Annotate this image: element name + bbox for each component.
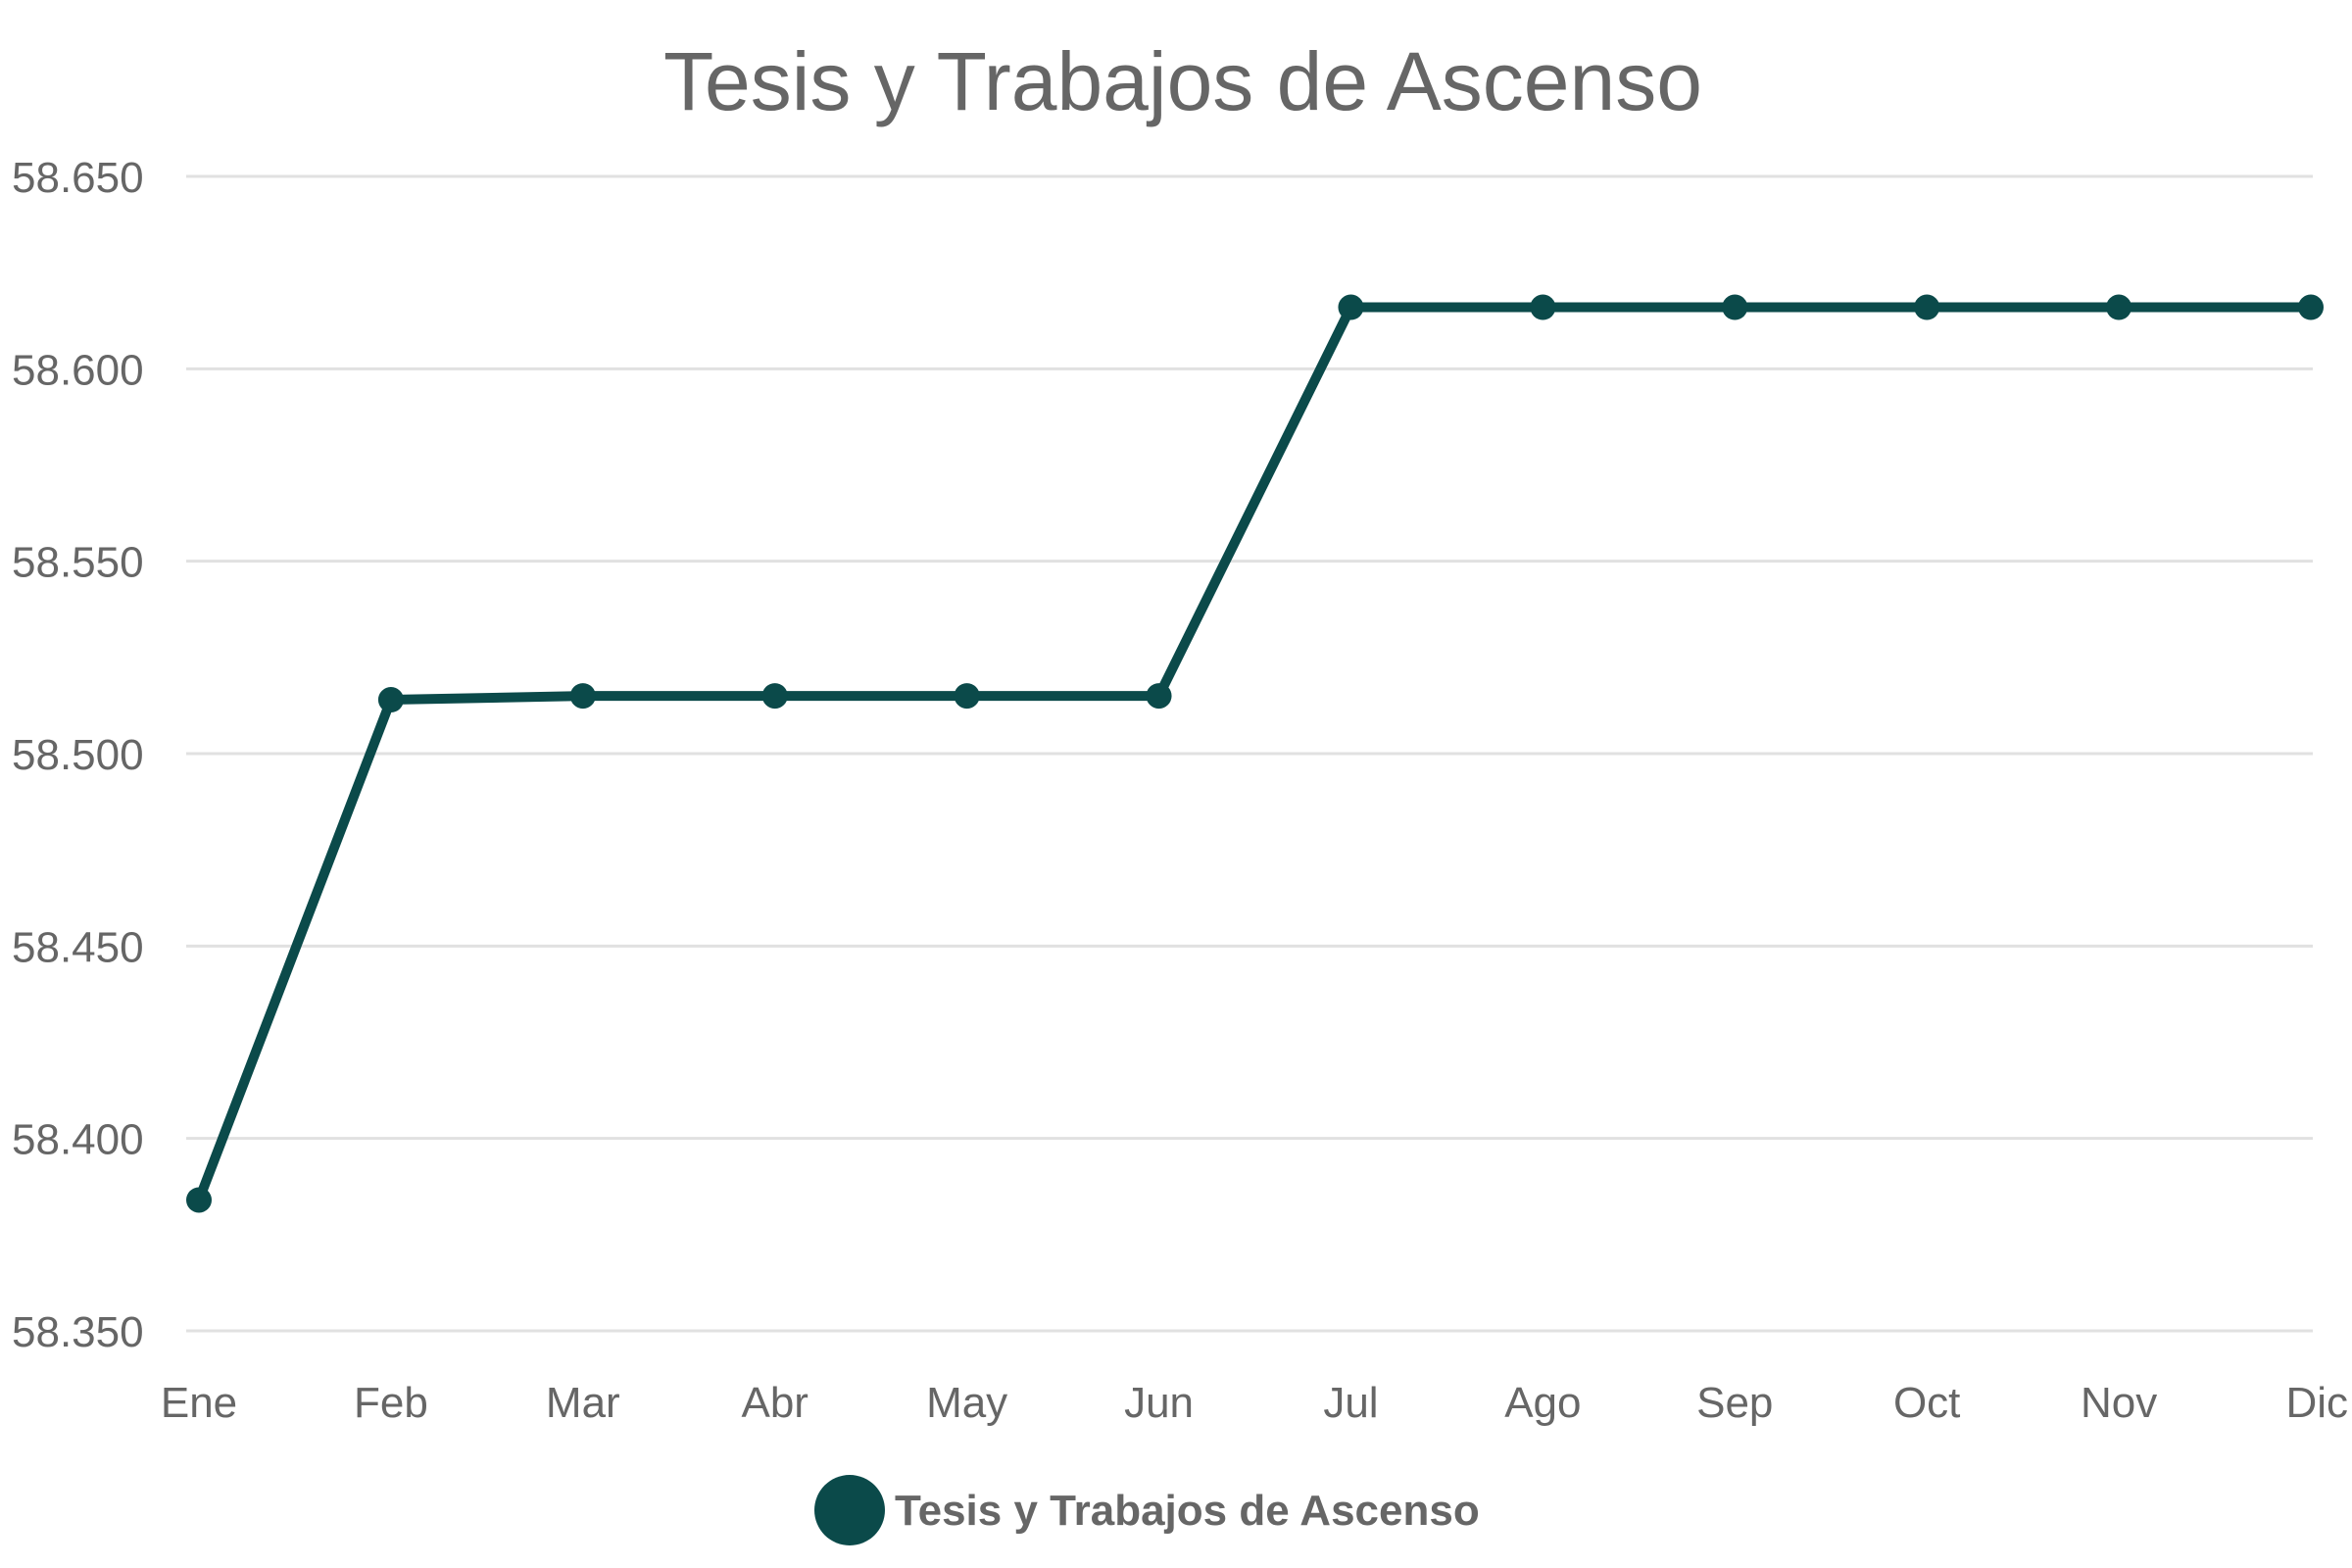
chart-title: Tesis y Trabajos de Ascenso	[663, 35, 1702, 127]
y-tick-label: 58.450	[12, 923, 144, 971]
legend[interactable]: Tesis y Trabajos de Ascenso	[814, 1475, 1480, 1545]
x-tick-label: Feb	[354, 1379, 428, 1427]
y-tick-label: 58.350	[12, 1308, 144, 1356]
data-point[interactable]	[1722, 294, 1748, 320]
series-layer	[186, 294, 2324, 1213]
data-point[interactable]	[2298, 294, 2324, 320]
data-point[interactable]	[569, 683, 596, 710]
legend-label[interactable]: Tesis y Trabajos de Ascenso	[895, 1487, 1480, 1535]
y-tick-label: 58.550	[12, 539, 144, 587]
data-point[interactable]	[186, 1187, 212, 1213]
x-tick-label: Abr	[741, 1379, 808, 1427]
data-point[interactable]	[2106, 294, 2132, 320]
y-tick-label: 58.650	[12, 154, 144, 202]
x-tick-label: Dic	[2285, 1379, 2348, 1427]
x-tick-label: Sep	[1696, 1379, 1773, 1427]
y-tick-label: 58.600	[12, 346, 144, 394]
x-tick-label: Mar	[546, 1379, 620, 1427]
y-gridlines	[186, 174, 2313, 1333]
x-tick-label: Jun	[1124, 1379, 1194, 1427]
legend-swatch[interactable]	[814, 1475, 885, 1545]
x-tick-label: May	[926, 1379, 1007, 1427]
y-tick-label: 58.500	[12, 731, 144, 779]
x-tick-label: Ene	[161, 1379, 237, 1427]
data-point[interactable]	[377, 687, 404, 713]
series-line	[194, 302, 2316, 1205]
data-point[interactable]	[1914, 294, 1940, 320]
x-tick-label: Jul	[1323, 1379, 1378, 1427]
data-point[interactable]	[1338, 294, 1364, 320]
data-point[interactable]	[761, 683, 788, 710]
y-axis-tick-labels: 58.350 58.400 58.450 58.500 58.550 58.600 58.6…	[12, 154, 144, 1356]
x-tick-label: Ago	[1504, 1379, 1581, 1427]
data-point[interactable]	[1530, 294, 1556, 320]
x-tick-label: Nov	[2081, 1379, 2157, 1427]
y-tick-label: 58.400	[12, 1116, 144, 1164]
x-tick-label: Oct	[1893, 1379, 1960, 1427]
data-point[interactable]	[1146, 683, 1172, 710]
data-point[interactable]	[954, 683, 980, 710]
x-axis-tick-labels: Ene Feb Mar Abr May Jun Jul Ago Sep Oct Nov Dic	[161, 1379, 2348, 1427]
